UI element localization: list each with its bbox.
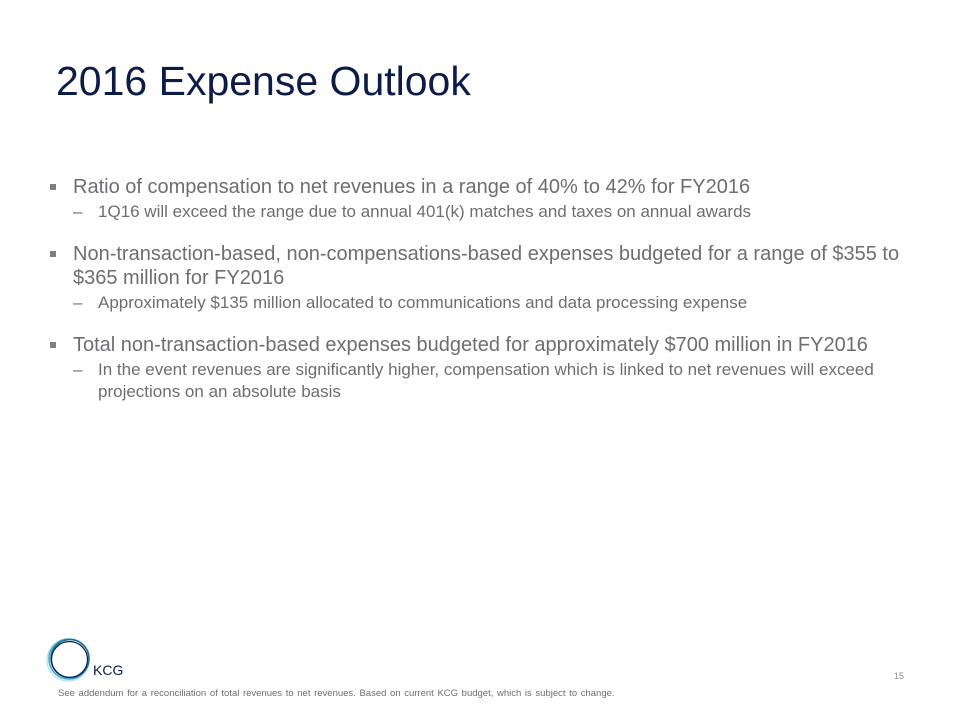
bullet-text: Non-transaction-based, non-compensations… <box>73 243 900 289</box>
footnote: See addendum for a reconciliation of tot… <box>58 688 615 699</box>
sub-bullet-item: – 1Q16 will exceed the range due to annu… <box>73 201 908 223</box>
page-number: 15 <box>893 671 904 681</box>
sub-bullet-text: In the event revenues are significantly … <box>98 360 874 401</box>
bullet-list: Ratio of compensation to net revenues in… <box>48 175 908 422</box>
bullet-item: Non-transaction-based, non-compensations… <box>48 242 908 314</box>
bullet-text: Ratio of compensation to net revenues in… <box>73 176 751 198</box>
logo-text: KCG <box>93 662 124 678</box>
sub-bullet-list: – In the event revenues are significantl… <box>73 359 908 403</box>
sub-bullet-item: – In the event revenues are significantl… <box>73 359 908 403</box>
sub-bullet-item: – Approximately $135 million allocated t… <box>73 292 908 314</box>
sub-bullet-text: 1Q16 will exceed the range due to annual… <box>98 202 752 221</box>
sub-bullet-text: Approximately $135 million allocated to … <box>98 293 748 312</box>
bullet-text: Total non-transaction-based expenses bud… <box>73 334 868 356</box>
slide-title: 2016 Expense Outlook <box>56 58 471 104</box>
dash-bullet-icon: – <box>73 293 83 312</box>
square-bullet-icon <box>50 342 56 348</box>
sub-bullet-list: – Approximately $135 million allocated t… <box>73 292 908 314</box>
bullet-item: Total non-transaction-based expenses bud… <box>48 333 908 403</box>
dash-bullet-icon: – <box>73 202 83 221</box>
square-bullet-icon <box>50 184 56 190</box>
bullet-item: Ratio of compensation to net revenues in… <box>48 175 908 223</box>
square-bullet-icon <box>50 251 56 257</box>
sub-bullet-list: – 1Q16 will exceed the range due to annu… <box>73 201 908 223</box>
kcg-logo-icon <box>46 638 90 682</box>
dash-bullet-icon: – <box>73 360 83 379</box>
